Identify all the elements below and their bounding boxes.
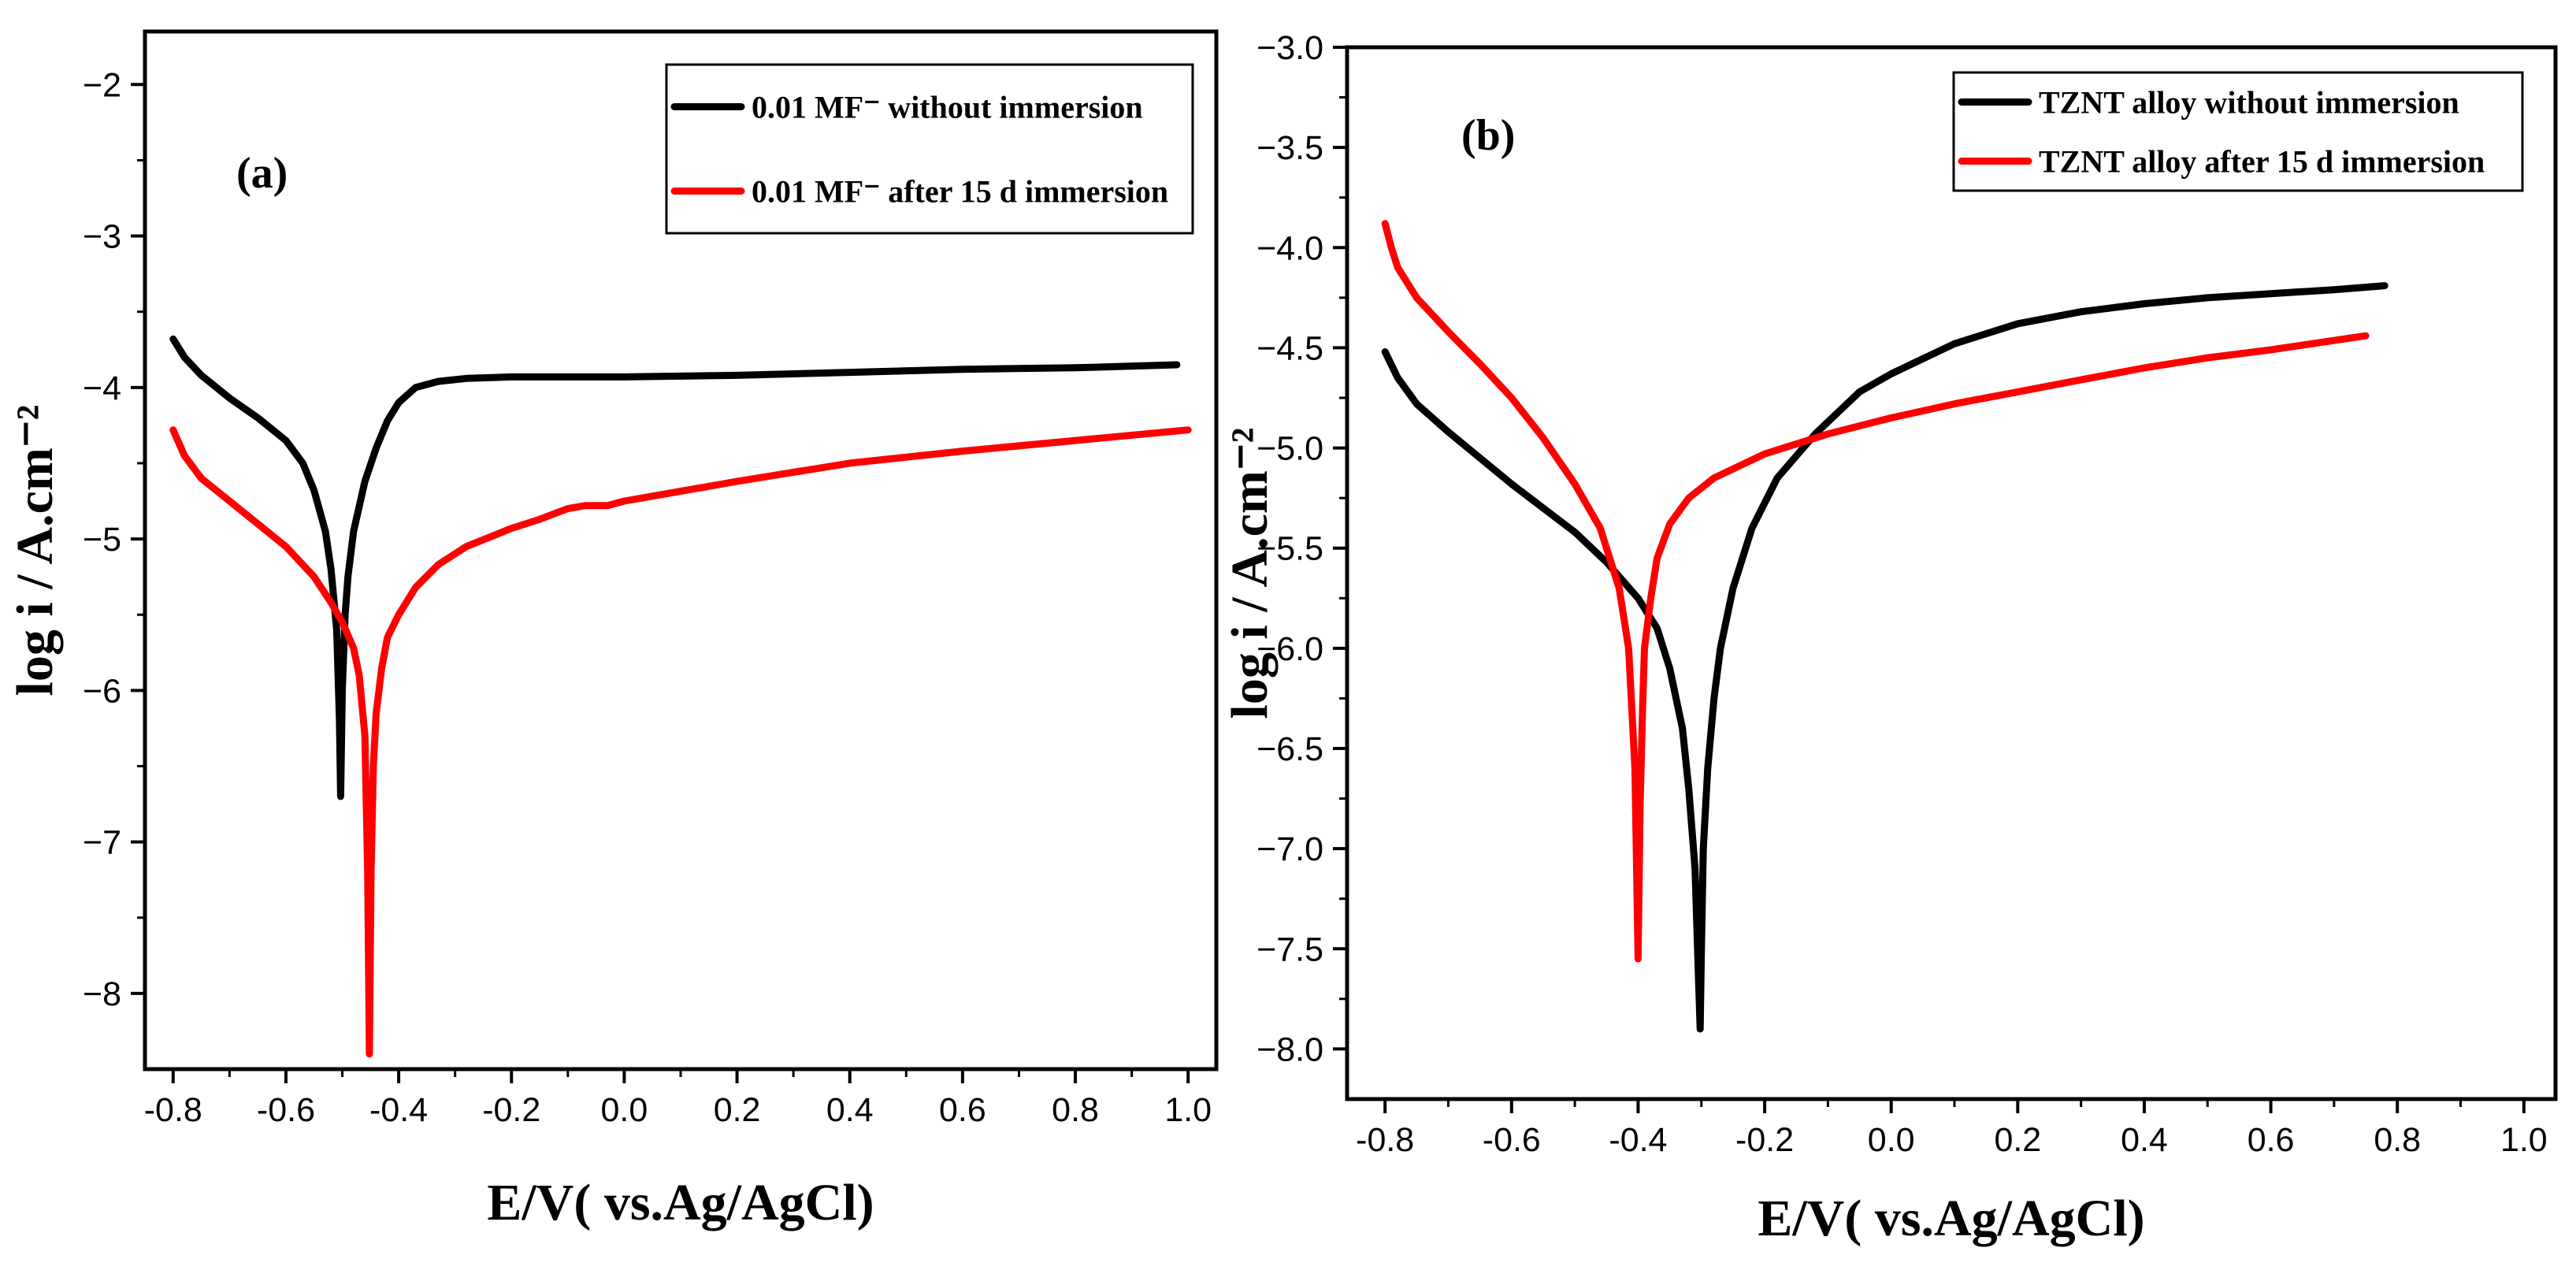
x-tick-label: -0.6: [257, 1091, 315, 1129]
y-tick-label: −6.5: [1256, 730, 1323, 768]
panel-label: (b): [1461, 111, 1515, 160]
x-tick-label: 1.0: [2500, 1121, 2548, 1159]
x-axis-title: E/V( vs.Ag/AgCl): [1758, 1190, 2144, 1247]
y-tick-label: −2: [83, 66, 121, 104]
x-tick-label: -0.8: [144, 1091, 202, 1129]
x-axis-title: E/V( vs.Ag/AgCl): [487, 1174, 874, 1231]
panel-b: -0.8 -0.6 -0.4 -0.2 0.0 0.2 0.4 0.6 0.8 1.0 −8.0 −7…: [1221, 29, 2558, 1247]
y-tick-label: −3.5: [1256, 129, 1323, 167]
x-tick-label: 0.0: [1868, 1121, 1915, 1159]
y-tick-label: −5.0: [1256, 430, 1323, 468]
x-tick-label: 0.0: [601, 1091, 648, 1129]
y-tick-label: −8: [83, 975, 121, 1013]
series-line-2: [169, 426, 1192, 1058]
y-tick-label: −6: [83, 672, 121, 710]
y-tick-label: −4: [83, 370, 121, 407]
y-tick-label: −8.0: [1256, 1031, 1323, 1068]
legend-label: 0.01 MF⁻ without immersion: [752, 90, 1143, 125]
x-tick-label: 0.6: [939, 1091, 986, 1129]
x-tick-label: 0.8: [2374, 1121, 2421, 1159]
x-tick-label: -0.2: [482, 1091, 540, 1129]
y-tick-label: −7.0: [1256, 830, 1323, 868]
x-tick-label: 0.6: [2248, 1121, 2295, 1159]
x-tick-label: -0.6: [1483, 1121, 1541, 1159]
plot-frame: [1345, 45, 2558, 1101]
x-tick-label: -0.8: [1356, 1121, 1414, 1159]
x-tick-label: 0.4: [826, 1091, 874, 1129]
x-tick-label: 0.2: [714, 1091, 761, 1129]
panel-label: (a): [236, 149, 288, 198]
legend-label: TZNT alloy after 15 d immersion: [2039, 144, 2485, 180]
x-tick-label: 0.2: [1994, 1121, 2041, 1159]
y-axis-title: log i / A.cm⁻²: [6, 405, 64, 696]
series-line-1: [169, 335, 1181, 800]
y-tick-label: −4.0: [1256, 229, 1323, 267]
x-tick-label: -0.4: [369, 1091, 428, 1129]
legend-box: [1952, 71, 2524, 192]
series-line-1: [1381, 282, 2389, 1033]
legend-box: [665, 63, 1194, 235]
series-line-2: [1381, 220, 2370, 963]
y-tick-label: −3.0: [1256, 29, 1323, 67]
x-tick-label: -0.2: [1735, 1121, 1794, 1159]
x-tick-label: 1.0: [1164, 1091, 1212, 1129]
legend-label: TZNT alloy without immersion: [2039, 85, 2459, 121]
y-tick-label: −4.5: [1256, 329, 1323, 367]
y-tick-label: −5.5: [1256, 530, 1323, 568]
y-tick-label: −6.0: [1256, 630, 1323, 668]
y-tick-label: −3: [83, 218, 121, 256]
y-axis-title: log i / A.cm⁻²: [1221, 428, 1279, 719]
y-tick-label: −5: [83, 521, 121, 559]
x-tick-label: -0.4: [1609, 1121, 1667, 1159]
x-tick-label: 0.4: [2121, 1121, 2168, 1159]
y-tick-label: −7.5: [1256, 930, 1323, 968]
panel-a: -0.8 -0.6 -0.4 -0.2 0.0 0.2 0.4 0.6 0.8 1.0 −8 −7 −6…: [6, 29, 1219, 1231]
y-tick-label: −7: [83, 824, 121, 862]
x-tick-label: 0.8: [1052, 1091, 1099, 1129]
legend-label: 0.01 MF⁻ after 15 d immersion: [752, 174, 1168, 210]
